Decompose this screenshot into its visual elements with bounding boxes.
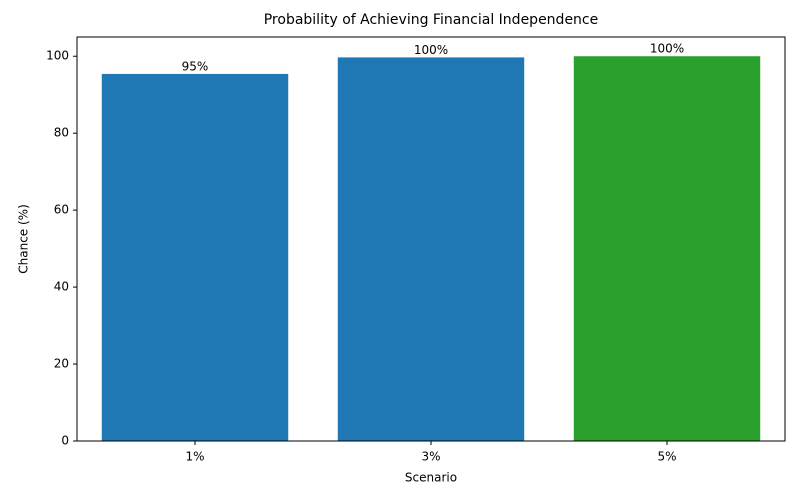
x-tick-label: 1% xyxy=(185,450,204,464)
x-axis-label: Scenario xyxy=(405,471,457,485)
bar xyxy=(573,56,761,441)
bar xyxy=(101,73,289,442)
bar xyxy=(337,57,525,441)
y-tick-label: 60 xyxy=(54,203,69,217)
y-tick-label: 0 xyxy=(61,434,69,448)
value-label: 100% xyxy=(650,42,684,56)
y-axis-label: Chance (%) xyxy=(17,204,31,274)
x-tick-label: 3% xyxy=(421,450,440,464)
y-tick-label: 100 xyxy=(46,49,69,63)
value-label: 100% xyxy=(414,43,448,57)
value-label: 95% xyxy=(182,59,209,73)
plot-frame xyxy=(76,36,786,442)
y-tick-label: 20 xyxy=(54,357,69,371)
y-tick-label: 80 xyxy=(54,126,69,140)
x-tick-label: 5% xyxy=(657,450,676,464)
chart-title: Probability of Achieving Financial Indep… xyxy=(264,12,599,28)
y-tick-label: 40 xyxy=(54,280,69,294)
